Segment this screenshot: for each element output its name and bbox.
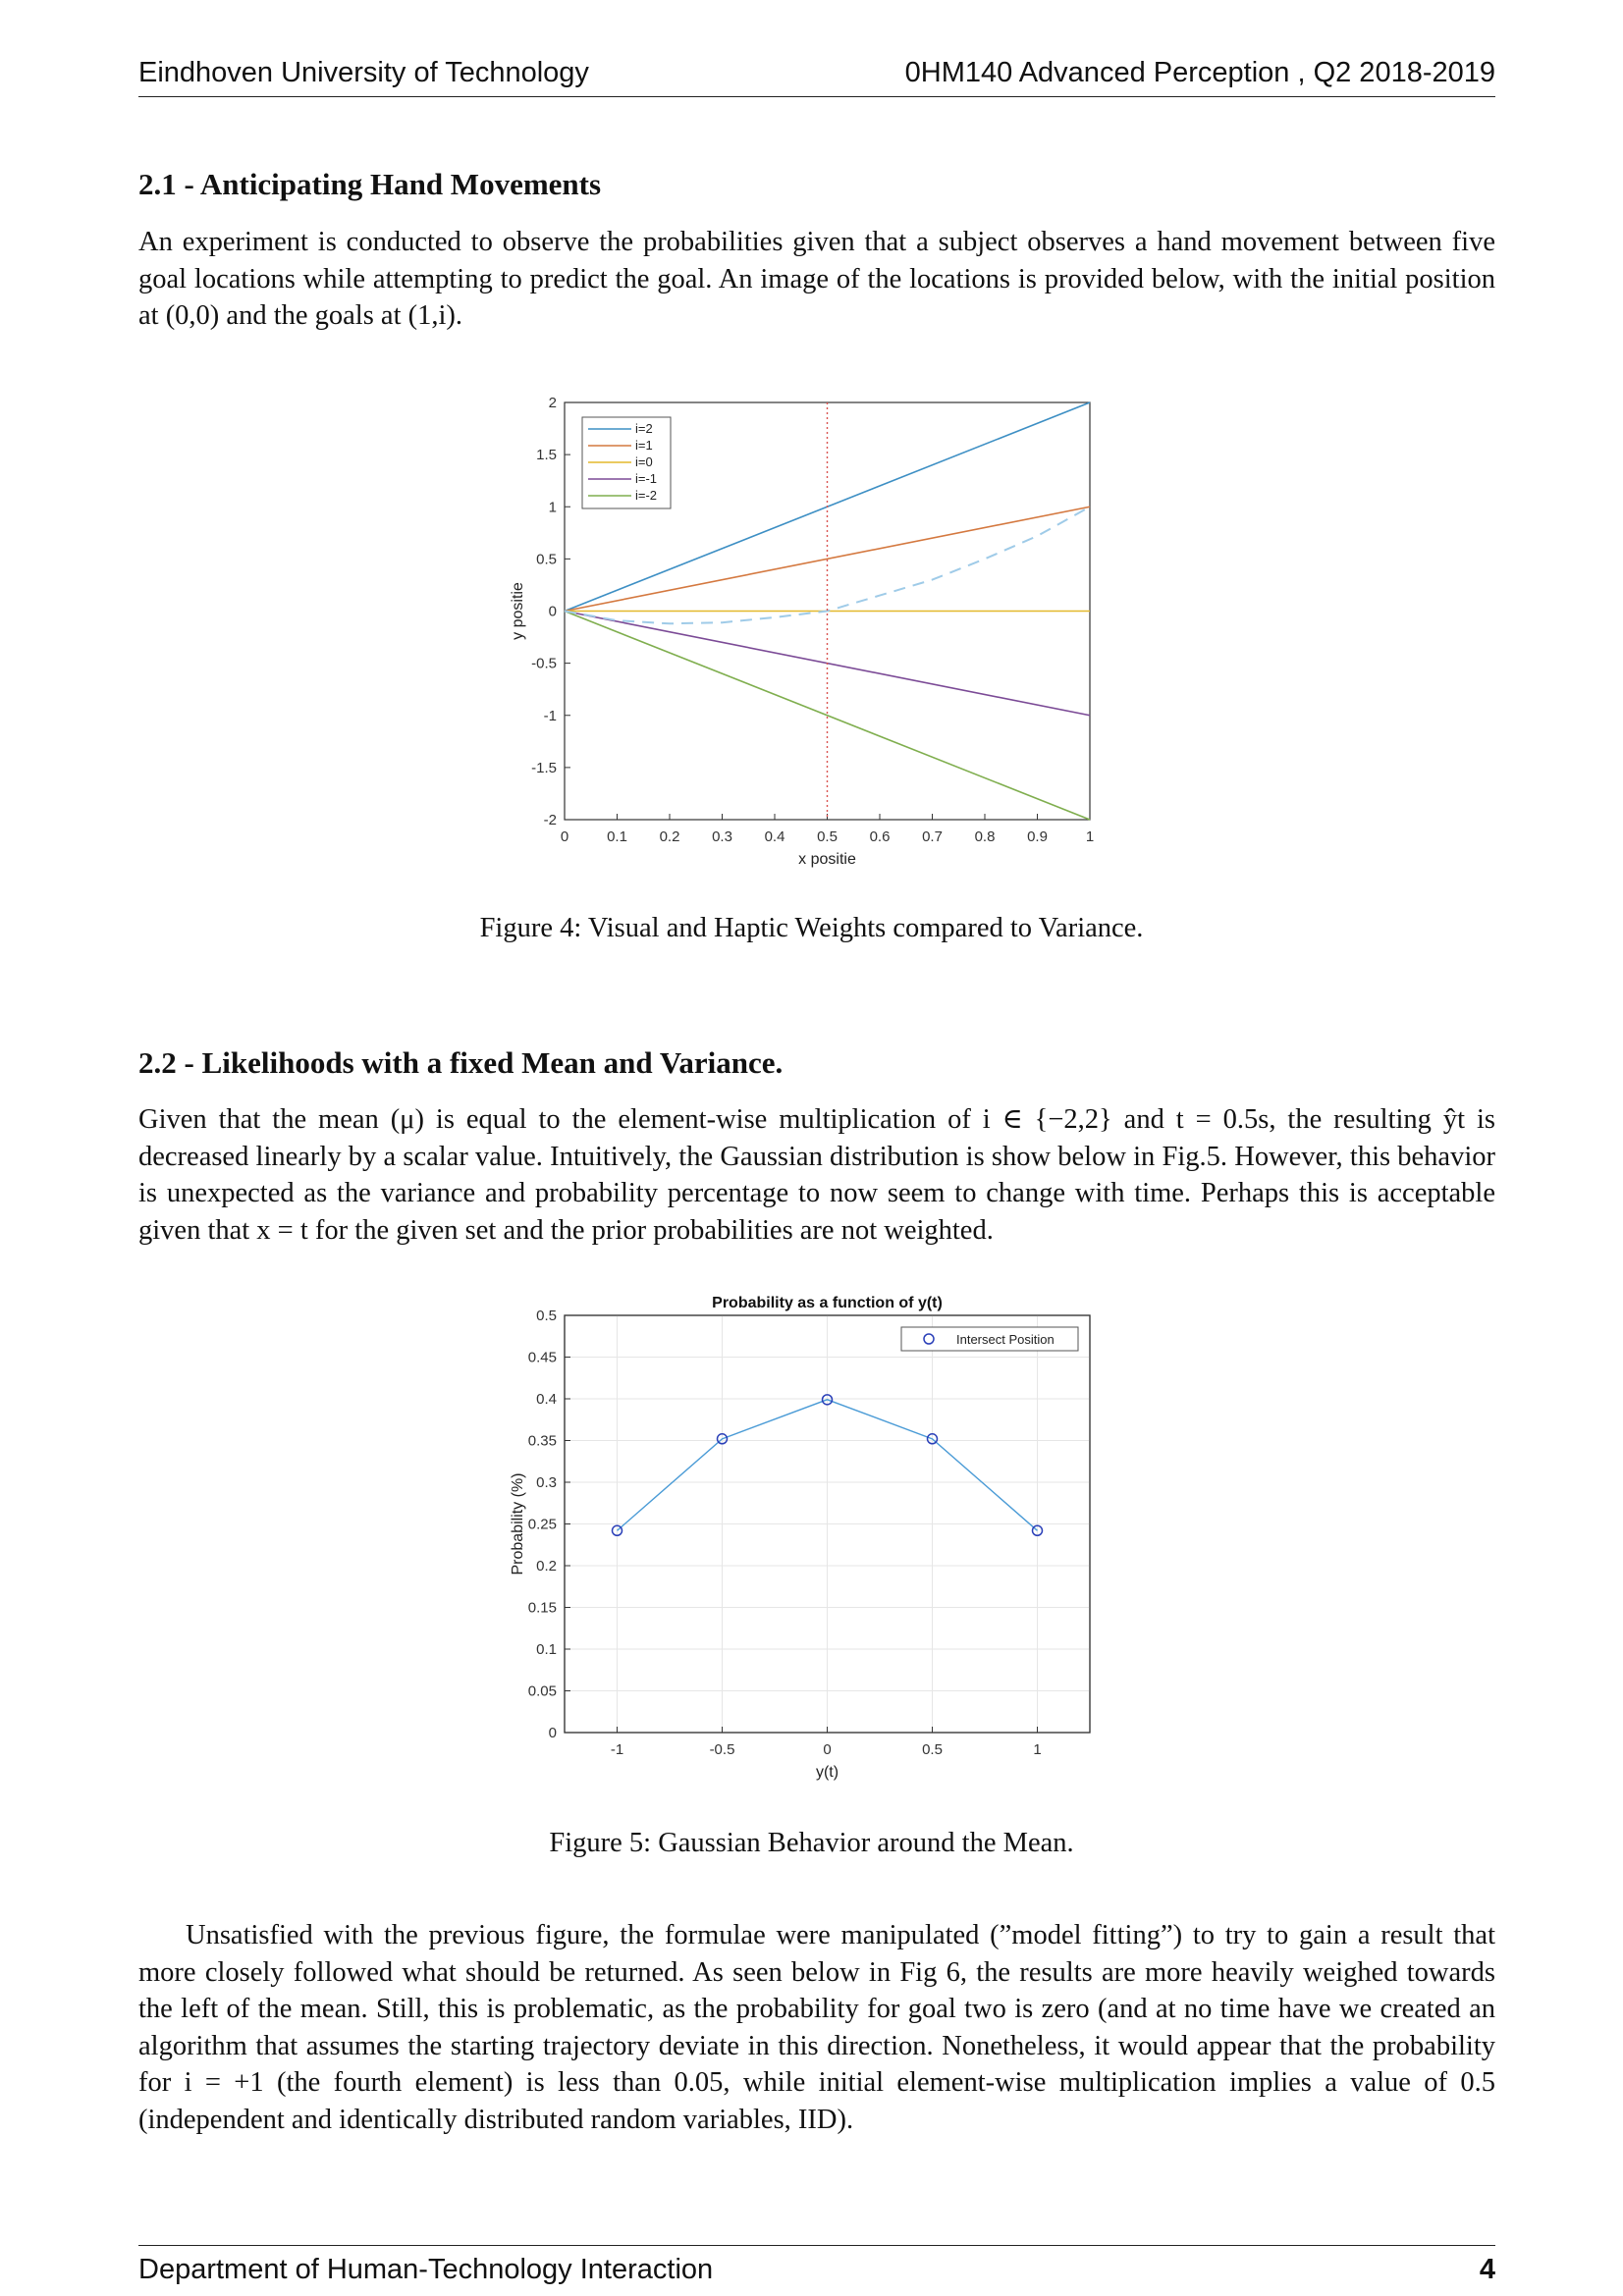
y-tick-label: 0.5 (536, 551, 557, 567)
x-axis-label: y(t) (816, 1764, 839, 1781)
x-tick-label: 1 (1033, 1741, 1041, 1758)
x-tick-label: 0.9 (1027, 828, 1048, 845)
header-course: 0HM140 Advanced Perception , Q2 2018-201… (904, 57, 1495, 88)
data-point (716, 1433, 729, 1445)
x-tick-label: 1 (1086, 828, 1094, 845)
x-tick-label: 0.8 (975, 828, 996, 845)
section-title-2-2: 2.2 - Likelihoods with a fixed Mean and … (138, 1045, 784, 1080)
section-title-2-1: 2.1 - Anticipating Hand Movements (138, 167, 602, 201)
y-tick-label: 0.35 (528, 1433, 557, 1450)
header-institution: Eindhoven University of Technology (138, 57, 589, 88)
y-tick-label: 0.45 (528, 1350, 557, 1366)
page-footer: Department of Human-Technology Interacti… (138, 2245, 1495, 2285)
y-tick-label: 1.5 (536, 447, 557, 463)
data-point (926, 1433, 939, 1445)
figure-4: 0 0.1 0.2 0.3 0.4 0.5 0.6 0.7 0.8 0.9 1 2 1.5 1 0.5 0 -0… (501, 388, 1109, 879)
y-tick-label: 2 (549, 395, 557, 411)
chart-title: Probability as a function of y(t) (712, 1295, 943, 1311)
y-axis-label: Probability (%) (510, 1472, 526, 1575)
x-tick-label: 0.3 (712, 828, 732, 845)
x-axis-label: x positie (798, 851, 856, 868)
y-tick-label: 0 (549, 1725, 557, 1741)
x-tick-label: 0.6 (870, 828, 891, 845)
plot-border (564, 1314, 1091, 1734)
data-point (611, 1524, 623, 1537)
legend-label-i=-2: i=-2 (635, 488, 657, 503)
x-tick-label: 0 (561, 828, 568, 845)
legend-box (900, 1326, 1079, 1352)
y-tick-label: 0.25 (528, 1517, 557, 1533)
legend-label-i=2: i=2 (635, 421, 653, 436)
figure-5-caption: Figure 5: Gaussian Behavior around the M… (549, 1828, 1074, 1858)
page-number: 4 (1479, 2254, 1495, 2285)
y-tick-label: 0 (549, 604, 557, 620)
x-tick-label: 0.4 (765, 828, 785, 845)
legend-label-i=0: i=0 (635, 454, 653, 469)
section-2-2-paragraph: Given that the mean (μ) is equal to the … (138, 1104, 1495, 1246)
x-tick-label: 0 (823, 1741, 831, 1758)
x-tick-label: -1 (611, 1741, 623, 1758)
x-tick-label: 0.1 (607, 828, 627, 845)
legend-label-i=1: i=1 (635, 438, 653, 453)
data-point (1031, 1524, 1044, 1537)
y-tick-label: 0.3 (536, 1474, 557, 1491)
x-tick-label: 0.5 (817, 828, 838, 845)
section-2-1-paragraph: An experiment is conducted to observe th… (138, 227, 1495, 331)
y-tick-label: -1.5 (531, 760, 557, 776)
y-tick-label: 0.2 (536, 1558, 557, 1575)
x-tick-label: -0.5 (710, 1741, 735, 1758)
figure-4-caption: Figure 4: Visual and Haptic Weights comp… (479, 913, 1144, 943)
page-header: Eindhoven University of Technology 0HM14… (138, 57, 1495, 97)
figure-4-chart: 0 0.1 0.2 0.3 0.4 0.5 0.6 0.7 0.8 0.9 1 2 1.5 1 0.5 0 -0… (510, 395, 1094, 868)
y-tick-label: 0.15 (528, 1600, 557, 1617)
series-line (617, 1399, 1038, 1531)
x-tick-label: 0.2 (660, 828, 680, 845)
legend-label-i=-1: i=-1 (635, 471, 657, 486)
legend-marker (923, 1333, 935, 1345)
figure-5: 0.5 0.45 0.4 0.35 0.3 0.25 0.2 0.15 0.1 0.05 0 -1 -0… (501, 1291, 1109, 1791)
data-point (821, 1394, 834, 1406)
x-tick-label: 0.5 (922, 1741, 943, 1758)
footer-department: Department of Human-Technology Interacti… (138, 2254, 714, 2285)
y-axis-label: y positie (510, 582, 526, 640)
y-tick-label: 1 (549, 499, 557, 515)
y-tick-label: -2 (544, 812, 557, 828)
series-line-i=-2 (564, 610, 1091, 821)
legend-label: Intersect Position (956, 1332, 1055, 1347)
y-tick-label: 0.5 (536, 1308, 557, 1324)
y-tick-label: 0.05 (528, 1683, 557, 1700)
section-3-paragraph: Unsatisfied with the previous figure, th… (138, 1920, 1495, 2135)
y-tick-label: -0.5 (531, 656, 557, 672)
y-tick-label: 0.1 (536, 1641, 557, 1658)
y-tick-label: -1 (544, 708, 557, 724)
trajectory-dashed-line (564, 506, 1091, 625)
figure-5-chart: 0.5 0.45 0.4 0.35 0.3 0.25 0.2 0.15 0.1 0.05 0 -1 -0… (510, 1295, 1091, 1781)
series-line-i=1 (564, 506, 1091, 613)
y-tick-label: 0.4 (536, 1391, 557, 1408)
x-tick-label: 0.7 (922, 828, 943, 845)
